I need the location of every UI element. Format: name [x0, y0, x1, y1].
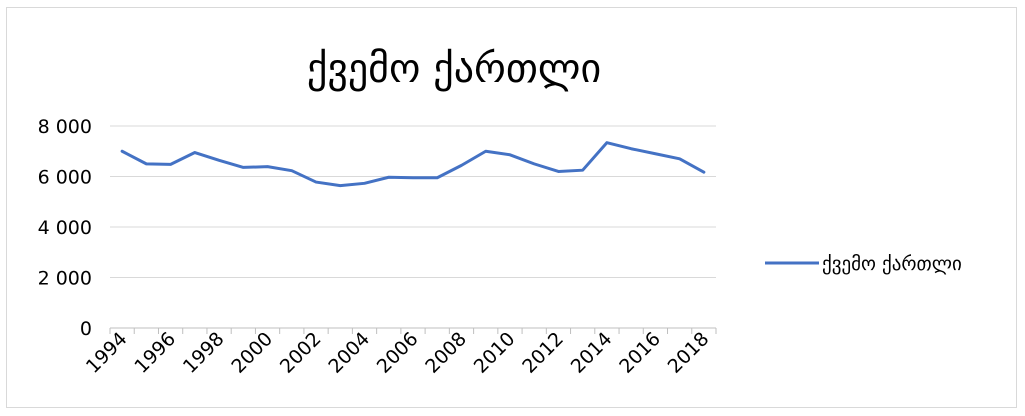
x-tick-label: 1996: [130, 328, 180, 378]
y-axis-tick-labels: 0 2 000 4 000 6 000 8 000: [38, 116, 92, 340]
chart-title: ქვემო ქართლი: [307, 46, 601, 92]
x-tick-label: 2010: [470, 328, 520, 378]
series-lines: [120, 141, 706, 188]
x-tick-label: 2004: [324, 328, 374, 378]
x-axis: [109, 327, 717, 334]
x-tick-label: 2018: [664, 328, 714, 378]
x-tick-label: 2012: [518, 328, 568, 378]
x-axis-tick-labels: 1994199619982000200220042006200820102012…: [82, 328, 714, 378]
y-tick-label: 2 000: [38, 268, 92, 290]
legend-label: ქვემო ქართლი: [822, 253, 962, 275]
x-tick-label: 2014: [567, 328, 617, 378]
y-tick-label: 4 000: [38, 217, 92, 239]
x-tick-label: 2002: [276, 328, 326, 378]
x-tick-label: 2006: [373, 328, 423, 378]
line-chart: ქვემო ქართლი 0 2 000 4 000 6 000 8 000 19941…: [38, 46, 962, 378]
legend: ქვემო ქართლი: [765, 253, 962, 275]
x-tick-label: 2000: [227, 328, 277, 378]
y-tick-label: 8 000: [38, 116, 92, 138]
y-tick-label: 6 000: [38, 167, 92, 189]
x-tick-label: 2016: [615, 328, 665, 378]
series-line: [120, 141, 706, 188]
chart-frame: ქვემო ქართლი 0 2 000 4 000 6 000 8 000 1994 1…: [6, 7, 1017, 408]
x-tick-label: 1998: [179, 328, 229, 378]
y-tick-label: 0: [80, 318, 92, 340]
x-tick-label: 2008: [421, 328, 471, 378]
